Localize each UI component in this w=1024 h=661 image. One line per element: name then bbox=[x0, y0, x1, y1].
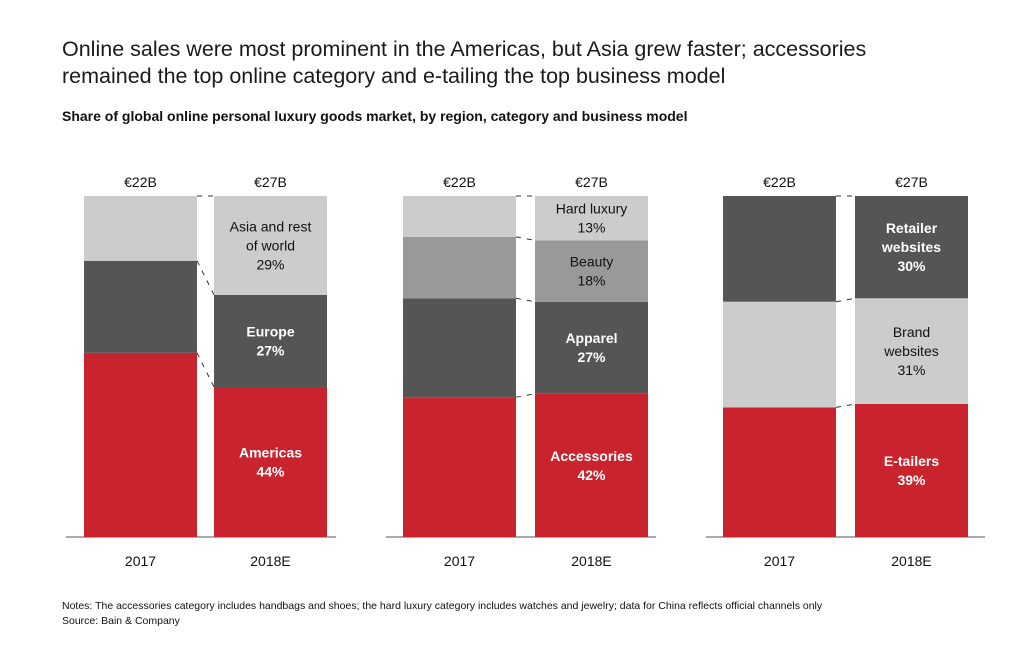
category-tick-label: 2018E bbox=[250, 553, 290, 569]
bar-segment-americas-2017 bbox=[84, 352, 197, 537]
bar-segment-accessories-2017 bbox=[403, 397, 516, 537]
segment-label: Beauty 18% bbox=[570, 254, 614, 289]
category-tick-label: 2017 bbox=[764, 553, 795, 569]
bar-total-label: €27B bbox=[254, 174, 287, 190]
bar-total-label: €22B bbox=[763, 174, 796, 190]
bar-segment-europe-2018e bbox=[214, 294, 327, 387]
category-tick-label: 2018E bbox=[891, 553, 931, 569]
category-tick-label: 2018E bbox=[571, 553, 611, 569]
connector-line bbox=[835, 403, 856, 408]
segment-label: E-tailers 39% bbox=[884, 453, 939, 488]
bar-total-label: €27B bbox=[575, 174, 608, 190]
connector-line bbox=[515, 297, 536, 303]
bar-segment-retailer-websites-2018e bbox=[855, 196, 968, 299]
bar-segment-hard-luxury-2018e bbox=[535, 196, 648, 241]
bar-segment-brand-websites-2017 bbox=[723, 301, 836, 408]
segment-label: Brand websites 31% bbox=[883, 324, 938, 378]
bar-segment-e-tailers-2018e bbox=[855, 404, 968, 537]
chart-panel-1: €22B 2017 Americas 44% Europe 27% Asia and res… bbox=[66, 174, 336, 569]
connector-line bbox=[515, 393, 536, 398]
category-tick-label: 2017 bbox=[444, 553, 475, 569]
connector-line bbox=[515, 236, 536, 241]
bar-segment-europe-2017 bbox=[84, 260, 197, 353]
headline: Online sales were most prominent in the … bbox=[62, 36, 962, 90]
bar-segment-apparel-2017 bbox=[403, 298, 516, 398]
segment-label: Retailer websites 30% bbox=[881, 220, 941, 274]
bar-segment-brand-websites-2018e bbox=[855, 298, 968, 405]
bar-segment-beauty-2017 bbox=[403, 236, 516, 299]
bar-segment-asia-and-rest-of-world-2017 bbox=[84, 196, 197, 261]
source-text: Source: Bain & Company bbox=[62, 615, 180, 627]
segment-label: Accessories 42% bbox=[550, 448, 633, 483]
segment-label: Americas 44% bbox=[239, 444, 302, 479]
bar-segment-asia-and-rest-of-world-2018e bbox=[214, 196, 327, 295]
bar-segment-beauty-2018e bbox=[535, 240, 648, 302]
chart-subtitle: Share of global online personal luxury g… bbox=[62, 108, 688, 124]
category-tick-label: 2017 bbox=[125, 553, 156, 569]
segment-label: Apparel 27% bbox=[565, 330, 617, 365]
headline-line-2: remained the top online category and e-t… bbox=[62, 64, 726, 88]
bar-segment-e-tailers-2017 bbox=[723, 407, 836, 537]
bar-segment-hard-luxury-2017 bbox=[403, 196, 516, 237]
notes-text: Notes: The accessories category includes… bbox=[62, 600, 823, 612]
headline-line-1: Online sales were most prominent in the … bbox=[62, 37, 867, 61]
bar-segment-americas-2018e bbox=[214, 386, 327, 537]
segment-label: Asia and rest of world 29% bbox=[230, 218, 312, 272]
bar-segment-apparel-2018e bbox=[535, 301, 648, 394]
segment-label: Europe 27% bbox=[246, 323, 294, 358]
bar-segment-accessories-2018e bbox=[535, 393, 648, 537]
chart-panel-3: €22B 2017 E-tailers 39% Brand websites 31% Reta… bbox=[706, 174, 985, 569]
bar-segment-retailer-websites-2017 bbox=[723, 196, 836, 302]
segment-label: Hard luxury 13% bbox=[556, 201, 628, 236]
chart-panel-2: €22B 2017 Accessories 42% Apparel 27% Beauty 18… bbox=[386, 174, 656, 569]
bar-total-label: €22B bbox=[443, 174, 476, 190]
bar-total-label: €22B bbox=[124, 174, 157, 190]
connector-line bbox=[196, 352, 215, 388]
connector-line bbox=[835, 297, 856, 303]
connector-line bbox=[196, 260, 215, 296]
bar-total-label: €27B bbox=[895, 174, 928, 190]
notes: Notes: The accessories category includes… bbox=[62, 599, 822, 629]
